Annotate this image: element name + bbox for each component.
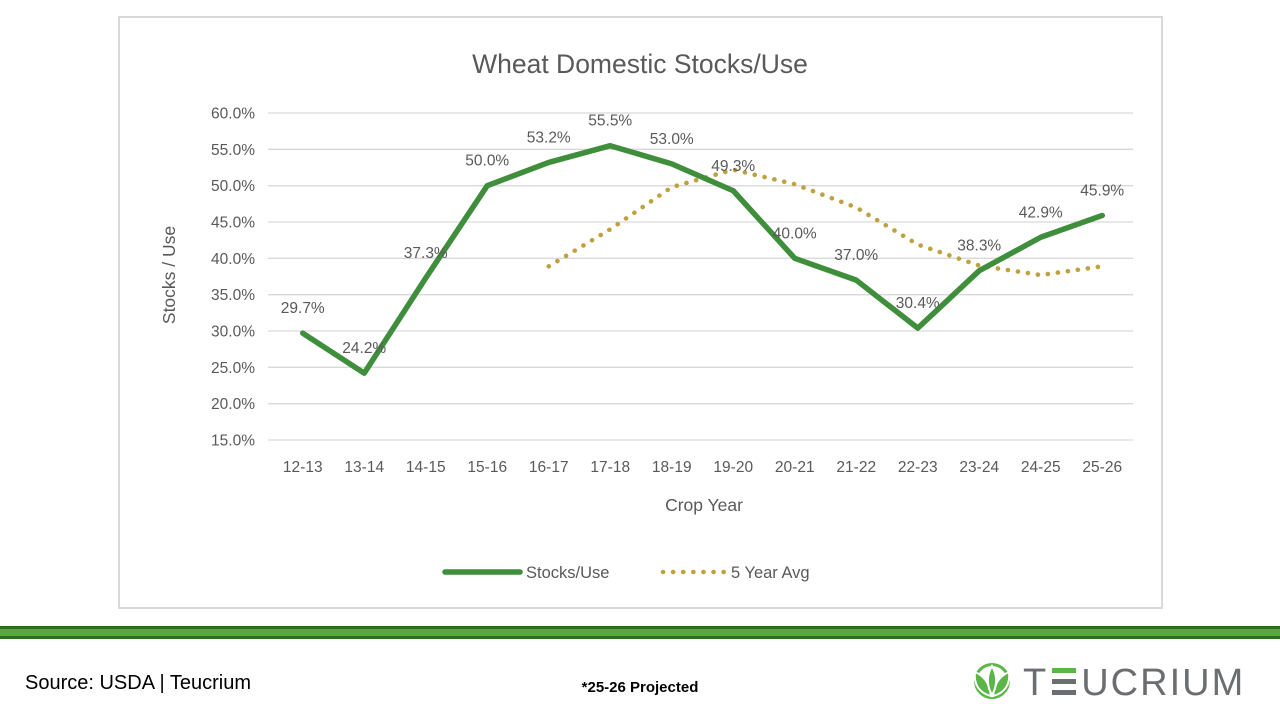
x-tick-label: 24-25 — [1021, 459, 1061, 476]
data-label: 30.4% — [896, 295, 940, 312]
y-tick-label: 55.0% — [211, 142, 255, 159]
data-label: 29.7% — [281, 300, 325, 317]
legend-label-5-year-avg: 5 Year Avg — [731, 564, 810, 582]
y-tick-label: 15.0% — [211, 433, 255, 450]
teucrium-leaf-icon — [973, 663, 1011, 699]
chart-frame: 60.0% 55.0% 50.0% 45.0% 40.0% 35.0% 30.0% 25.0%… — [118, 16, 1163, 609]
y-tick-label: 45.0% — [211, 215, 255, 232]
y-tick-label: 50.0% — [211, 178, 255, 195]
data-label: 38.3% — [957, 238, 1001, 255]
y-tick-label: 35.0% — [211, 287, 255, 304]
data-label: 50.0% — [465, 153, 509, 170]
data-label: 24.2% — [342, 340, 386, 357]
x-tick-label: 15-16 — [467, 459, 507, 476]
data-label: 42.9% — [1019, 204, 1063, 221]
logo-letter: U — [1182, 662, 1212, 704]
logo-letter: R — [1140, 662, 1170, 704]
chart-title: Wheat Domestic Stocks/Use — [472, 49, 808, 79]
x-tick-label: 17-18 — [590, 459, 630, 476]
x-tick-label: 21-22 — [836, 459, 876, 476]
logo-letter: T — [1023, 662, 1049, 704]
x-tick-label: 14-15 — [406, 459, 446, 476]
y-tick-label: 20.0% — [211, 396, 255, 413]
x-tick-label: 18-19 — [652, 459, 692, 476]
x-tick-label: 19-20 — [713, 459, 753, 476]
logo-letter: U — [1081, 662, 1111, 704]
logo-letter: I — [1169, 662, 1183, 704]
logo-letter: M — [1211, 662, 1246, 704]
data-label: 37.3% — [404, 245, 448, 262]
series-5-year-avg-line — [546, 167, 1105, 278]
x-tick-label: 20-21 — [775, 459, 815, 476]
x-tick-label: 13-14 — [344, 459, 384, 476]
data-label: 53.2% — [527, 129, 571, 146]
data-label: 55.5% — [588, 113, 632, 130]
data-label: 45.9% — [1080, 182, 1124, 199]
x-tick-label: 16-17 — [529, 459, 569, 476]
x-tick-label: 23-24 — [959, 459, 999, 476]
x-tick-label: 25-26 — [1082, 459, 1122, 476]
legend-label-stocks-use: Stocks/Use — [526, 564, 609, 582]
logo-letter: C — [1110, 662, 1141, 704]
y-tick-label: 30.0% — [211, 324, 255, 341]
y-tick-label: 25.0% — [211, 360, 255, 377]
data-label: 53.0% — [650, 131, 694, 148]
series-stocks-use-line — [300, 142, 1105, 376]
data-label: 40.0% — [773, 225, 817, 242]
green-divider-bar — [0, 626, 1280, 639]
y-axis-title: Stocks / Use — [159, 226, 179, 324]
projection-footnote: *25-26 Projected — [581, 679, 699, 696]
data-label: 49.3% — [711, 158, 755, 175]
source-text: Source: USDA | Teucrium — [25, 672, 252, 694]
logo-letter-e — [1052, 668, 1077, 695]
x-tick-label: 22-23 — [898, 459, 938, 476]
x-tick-label: 12-13 — [283, 459, 323, 476]
data-label: 37.0% — [834, 247, 878, 264]
wheat-stocks-use-chart: 60.0% 55.0% 50.0% 45.0% 40.0% 35.0% 30.0% 25.0%… — [159, 49, 1133, 582]
x-axis-title: Crop Year — [665, 495, 743, 515]
y-tick-label: 40.0% — [211, 251, 255, 268]
y-tick-label: 60.0% — [211, 106, 255, 123]
